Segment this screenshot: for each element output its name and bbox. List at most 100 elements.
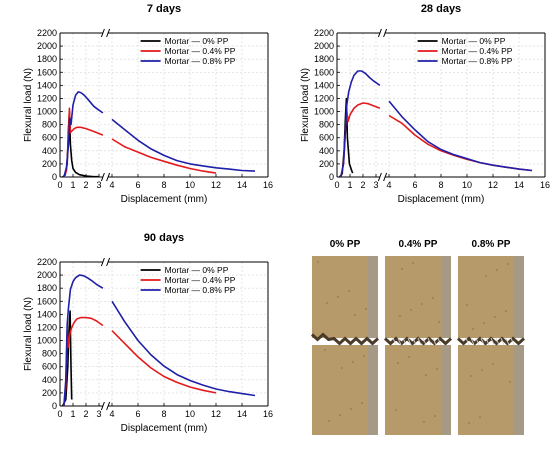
specimen-lower — [458, 345, 524, 435]
series-line-1 — [111, 330, 217, 394]
surface-pore — [437, 320, 441, 324]
specimen-label: 0% PP — [330, 239, 361, 250]
x-tick-label: 4 — [109, 180, 114, 190]
y-tick-label: 400 — [42, 375, 57, 385]
x-tick-label: 1 — [347, 180, 352, 190]
axis-break-mark — [100, 28, 105, 38]
x-axis-label: Displacement (mm) — [121, 423, 208, 434]
x-tick-label: 8 — [161, 409, 166, 419]
axis-break-mark — [383, 28, 388, 38]
y-tick-label: 600 — [42, 133, 57, 143]
y-tick-label: 400 — [319, 146, 334, 156]
x-tick-label: 6 — [135, 409, 140, 419]
series-line-2 — [63, 274, 104, 407]
legend-label: Mortar — 0.8% PP — [442, 56, 513, 66]
y-tick-label: 0 — [52, 172, 57, 182]
surface-pore — [471, 327, 475, 331]
pp-fibre — [480, 337, 485, 346]
axis-break-mark — [106, 257, 111, 267]
y-tick-label: 800 — [319, 120, 334, 130]
x-tick-label: 10 — [185, 409, 195, 419]
specimen-upper — [312, 256, 378, 338]
pp-fibre — [407, 337, 412, 346]
pp-fibre — [510, 337, 515, 346]
y-tick-label: 1000 — [37, 107, 57, 117]
y-tick-label: 600 — [42, 362, 57, 372]
legend-label: Mortar — 0.4% PP — [442, 46, 513, 56]
surface-pore — [347, 289, 351, 293]
y-tick-label: 400 — [42, 146, 57, 156]
surface-pore — [482, 321, 486, 325]
specimen-lower — [312, 345, 378, 435]
specimen-side — [368, 256, 378, 338]
y-tick-label: 0 — [329, 172, 334, 182]
x-tick-label: 16 — [263, 180, 273, 190]
surface-pore — [480, 368, 484, 372]
pp-fibre — [402, 337, 407, 346]
surface-pore — [394, 408, 398, 412]
axis-break-mark — [100, 257, 105, 267]
surface-pore — [508, 380, 512, 384]
y-tick-label: 1000 — [314, 107, 334, 117]
surface-pore — [338, 413, 342, 417]
legend-label: Mortar — 0% PP — [165, 36, 229, 46]
surface-pore — [506, 262, 510, 266]
surface-pore — [484, 274, 488, 278]
specimen-label: 0.8% PP — [472, 239, 511, 250]
axis-break-mark — [377, 28, 382, 38]
specimen-side — [514, 345, 524, 435]
x-tick-label: 4 — [109, 409, 114, 419]
pp-fibre — [485, 337, 490, 346]
pp-fibre — [495, 337, 500, 346]
x-tick-label: 6 — [412, 180, 417, 190]
x-tick-label: 0 — [334, 180, 339, 190]
x-axis-label: Displacement (mm) — [398, 194, 485, 205]
surface-pore — [349, 407, 353, 411]
y-axis-label: Flexural load (N) — [300, 68, 311, 142]
x-tick-label: 6 — [135, 180, 140, 190]
axis-break-gap — [380, 173, 385, 181]
chart-title: 90 days — [144, 232, 184, 244]
specimen-upper — [385, 256, 451, 338]
x-tick-label: 3 — [373, 180, 378, 190]
chart-title: 28 days — [421, 3, 461, 15]
y-tick-label: 1400 — [37, 80, 57, 90]
surface-pore — [323, 348, 327, 352]
y-tick-label: 1600 — [314, 67, 334, 77]
chart-28-days: 0 200 400 600 800 1000 1200 1400 1600 1800 2000 220… — [300, 3, 550, 205]
series-line-2 — [111, 118, 256, 172]
chart-7-days: 0 200 400 600 800 1000 1200 1400 1600 1800 2000 220… — [23, 3, 273, 205]
y-tick-label: 1200 — [314, 93, 334, 103]
x-tick-label: 1 — [70, 180, 75, 190]
y-tick-label: 1600 — [37, 296, 57, 306]
y-axis-label: Flexural load (N) — [23, 297, 34, 371]
y-tick-label: 2200 — [37, 28, 57, 38]
y-tick-label: 2000 — [37, 41, 57, 51]
pp-fibre — [475, 337, 480, 346]
surface-pore — [325, 301, 329, 305]
surface-pore — [316, 260, 320, 264]
axis-break-gap — [380, 29, 385, 37]
x-tick-label: 16 — [540, 180, 550, 190]
surface-pore — [495, 268, 499, 272]
series-line-1 — [111, 138, 217, 174]
y-tick-label: 200 — [319, 159, 334, 169]
y-tick-label: 200 — [42, 388, 57, 398]
y-tick-label: 0 — [52, 401, 57, 411]
axis-break-gap — [103, 402, 108, 410]
y-tick-label: 200 — [42, 159, 57, 169]
y-tick-label: 800 — [42, 349, 57, 359]
series-line-2 — [63, 91, 104, 178]
surface-pore — [327, 419, 331, 423]
surface-pore — [420, 302, 424, 306]
chart-90-days: 0 200 400 600 800 1000 1200 1400 1600 1800 2000 220… — [23, 232, 273, 434]
pp-fibre — [412, 337, 417, 346]
surface-pore — [407, 355, 411, 359]
pp-fibre — [465, 337, 470, 346]
surface-pore — [409, 308, 413, 312]
specimen-photo: 0% PP 0.4% PP 0.8% PP — [310, 239, 526, 435]
surface-pore — [469, 374, 473, 378]
x-tick-label: 0 — [57, 409, 62, 419]
x-tick-label: 12 — [488, 180, 498, 190]
